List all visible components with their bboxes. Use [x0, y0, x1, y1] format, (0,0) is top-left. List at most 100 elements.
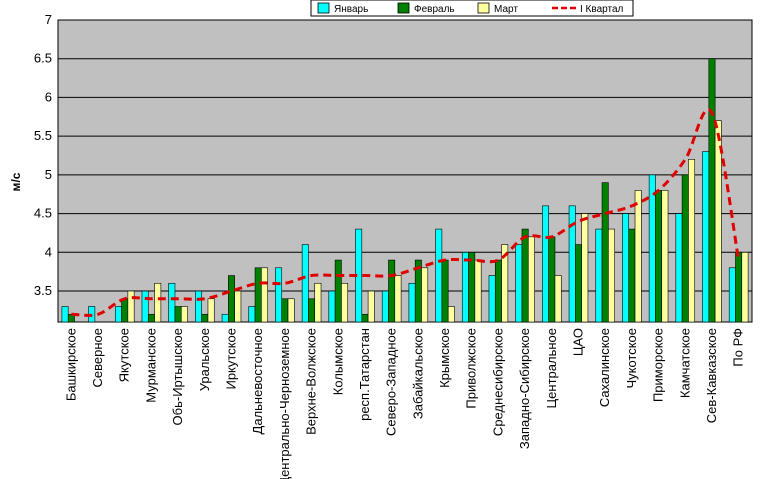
- category-label: Дальневосточное: [250, 328, 265, 434]
- bar: [515, 244, 523, 323]
- bar: [634, 190, 642, 323]
- legend-swatch: [397, 2, 410, 14]
- category-label: Среднесибирское: [490, 328, 505, 436]
- bar: [154, 282, 162, 323]
- y-axis-label: м/с: [9, 172, 23, 191]
- bar: [334, 259, 342, 323]
- bar: [221, 313, 229, 323]
- category-label: Центрально-Черноземное: [277, 328, 292, 479]
- category-label: Чукотское: [624, 328, 639, 389]
- bar: [681, 174, 689, 323]
- bar: [708, 58, 716, 323]
- y-tick-label: 6: [45, 89, 52, 104]
- bar: [501, 244, 509, 323]
- quarter-line: [71, 108, 741, 317]
- bar: [441, 259, 449, 323]
- legend-label: Февраль: [414, 4, 455, 15]
- bar: [248, 306, 256, 323]
- category-label: Сев-Кавказское: [704, 328, 719, 423]
- bar: [287, 298, 295, 323]
- bar: [548, 236, 556, 323]
- bar: [195, 290, 202, 323]
- bar: [254, 267, 262, 323]
- bar: [308, 298, 316, 323]
- bar: [488, 275, 496, 323]
- category-label: Верхне-Волжское: [304, 328, 319, 435]
- bars: [61, 58, 749, 323]
- bar: [261, 267, 268, 323]
- legend: Январь Февраль Март I Квартал: [310, 0, 634, 17]
- bar: [328, 290, 336, 323]
- bar: [688, 159, 696, 323]
- bar: [521, 228, 529, 323]
- bar: [121, 298, 129, 323]
- bar: [542, 205, 549, 323]
- bar: [581, 213, 589, 323]
- bar: [127, 290, 135, 323]
- bar: [281, 298, 289, 323]
- quarter-series-line: [71, 108, 741, 317]
- bar: [61, 306, 69, 323]
- category-label: Западно-Сибирское: [517, 328, 532, 449]
- bar: [301, 244, 309, 323]
- bar: [601, 182, 609, 323]
- bar: [595, 228, 603, 323]
- bar: [367, 290, 375, 323]
- bar: [461, 252, 469, 323]
- category-label: Иркутское: [224, 328, 239, 390]
- bar: [474, 259, 482, 323]
- bar: [655, 190, 663, 323]
- bar: [435, 228, 443, 323]
- bar: [675, 213, 683, 323]
- y-axis: 3.5 4 4.5 5 5.5 6 6.5 7: [34, 12, 52, 298]
- category-label: Уральское: [197, 328, 212, 391]
- bar: [388, 259, 396, 323]
- bar: [447, 306, 455, 323]
- legend-label: Январь: [334, 4, 368, 15]
- legend-swatch: [317, 2, 330, 14]
- bar: [648, 174, 656, 323]
- bar: [741, 252, 749, 323]
- category-label: ЦАО: [571, 328, 586, 356]
- category-label: Крымское: [437, 328, 452, 388]
- bar: [608, 228, 615, 323]
- category-label: Северное: [90, 328, 105, 387]
- bar: [361, 313, 369, 323]
- bar: [168, 282, 176, 323]
- category-label: Башкирское: [63, 328, 78, 401]
- bar: [468, 252, 476, 323]
- bar: [180, 306, 188, 323]
- bar: [702, 151, 710, 323]
- bar: [421, 267, 429, 323]
- bar: [661, 190, 669, 323]
- category-label: Якутское: [117, 328, 132, 382]
- bar: [381, 290, 389, 323]
- bar: [554, 275, 562, 323]
- category-label: респ.Татарстан: [357, 328, 372, 421]
- bar: [341, 282, 349, 323]
- y-tick-label: 4.5: [34, 206, 52, 221]
- category-label: Колымское: [330, 328, 345, 395]
- bar: [628, 228, 636, 323]
- category-label: Камчатское: [677, 328, 692, 398]
- bar: [228, 275, 235, 323]
- bar: [735, 252, 743, 323]
- bar: [114, 306, 122, 323]
- bar: [728, 267, 736, 323]
- category-label: Забайкальское: [410, 328, 425, 419]
- plot-area: [57, 19, 753, 323]
- bar: [234, 290, 242, 323]
- category-label: Приволжское: [464, 328, 479, 409]
- x-axis: Башкирское Северное Якутское Мурманское Обь-…: [63, 328, 745, 479]
- bar: [408, 282, 416, 323]
- legend-label: Март: [494, 4, 518, 15]
- category-label: Приморское: [651, 328, 666, 402]
- bar: [394, 275, 402, 323]
- y-tick-label: 3.5: [34, 283, 52, 298]
- category-label: Обь-Иртышское: [170, 328, 185, 425]
- bar: [201, 313, 209, 323]
- bar: [714, 120, 722, 323]
- y-tick-label: 5: [45, 167, 52, 182]
- bar: [207, 298, 215, 323]
